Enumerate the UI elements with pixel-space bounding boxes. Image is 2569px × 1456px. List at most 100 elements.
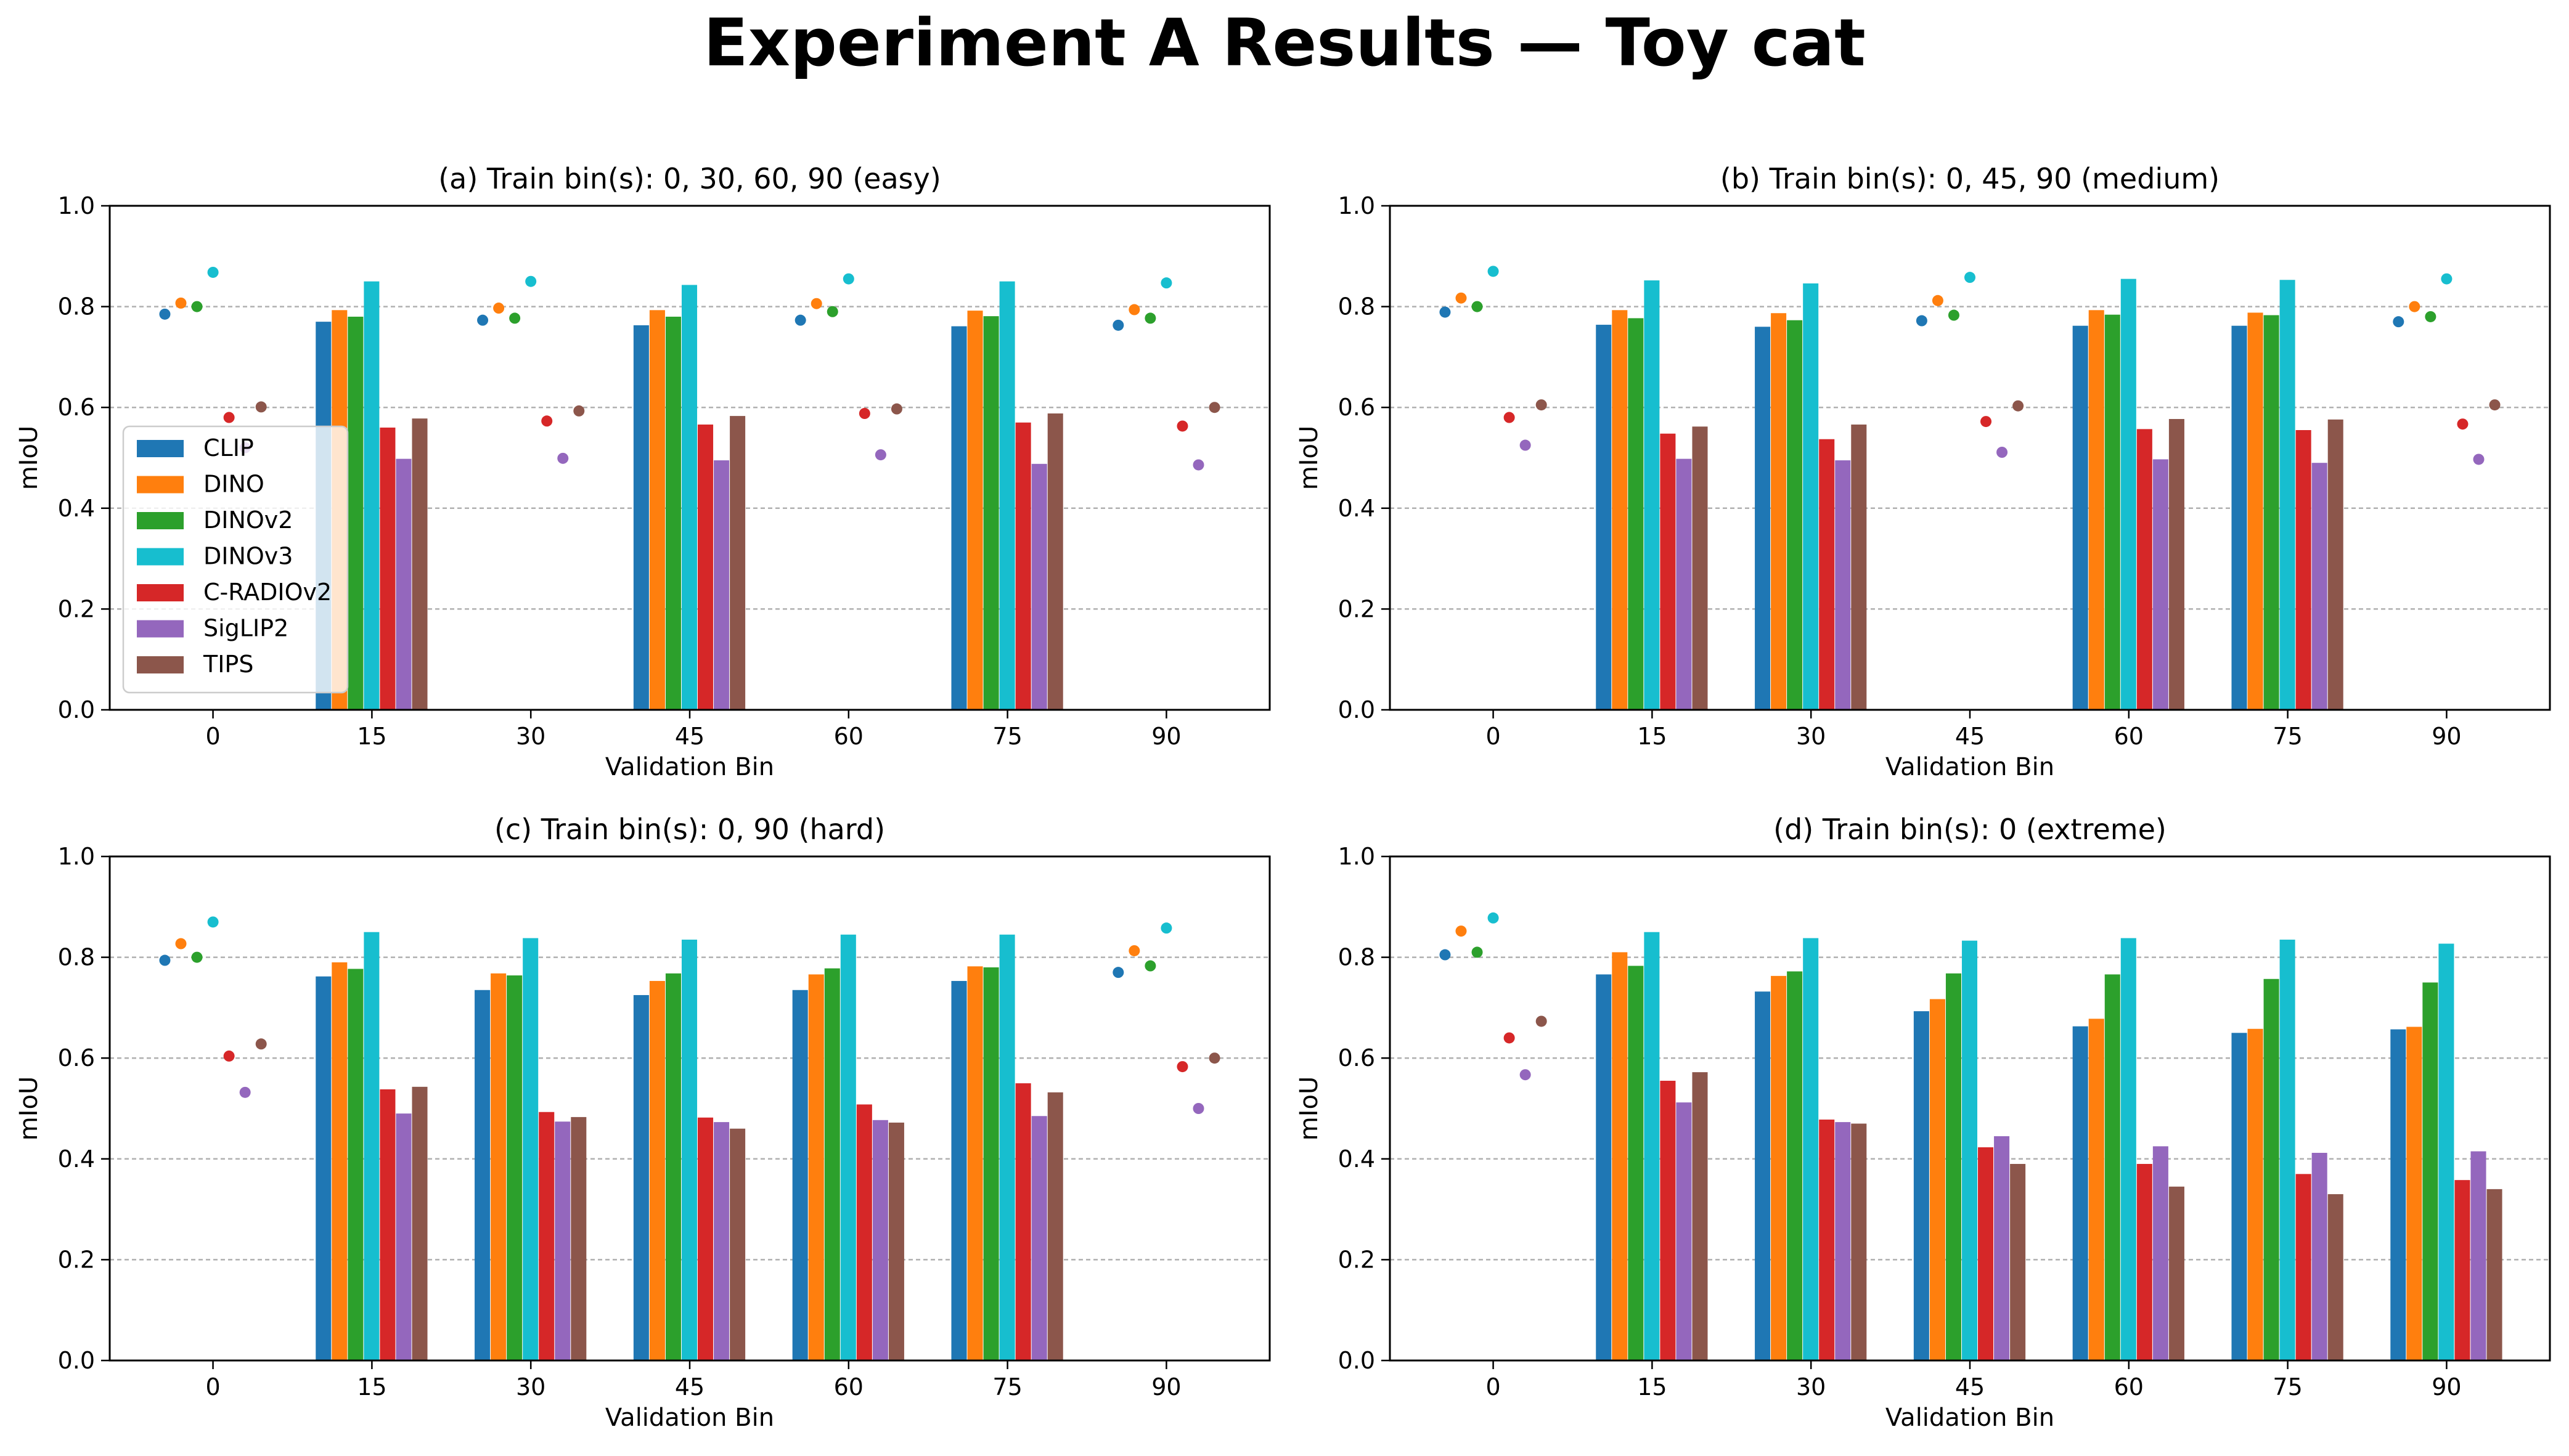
- bar-siglip2: [714, 1122, 730, 1360]
- bar-dinov2: [1787, 971, 1803, 1360]
- bar-clip: [633, 994, 649, 1360]
- bar-tips: [2327, 419, 2343, 710]
- y-axis-label: mIoU: [15, 426, 43, 490]
- train-point-siglip2: [1193, 459, 1204, 471]
- x-tick-label: 75: [2273, 1373, 2302, 1401]
- y-axis-label: mIoU: [1295, 1076, 1323, 1141]
- y-tick-label: 1.0: [58, 192, 95, 219]
- bar-dinov2: [507, 975, 523, 1360]
- y-tick-label: 0.2: [1338, 595, 1375, 622]
- axes-frame: [108, 855, 1271, 1362]
- y-tick-label: 0.8: [58, 944, 95, 971]
- y-tick-label: 0.2: [1338, 1246, 1375, 1273]
- bar-tips: [1047, 1092, 1063, 1360]
- legend-swatch-c-radiov2: [137, 584, 184, 601]
- bar-clip: [1596, 974, 1612, 1360]
- train-point-dino: [1129, 304, 1140, 315]
- bar-dinov3: [2279, 939, 2295, 1360]
- x-tick-label: 0: [205, 1373, 220, 1401]
- x-tick-label: 60: [2114, 723, 2144, 750]
- train-point-siglip2: [1519, 1069, 1531, 1081]
- train-point-tips: [573, 405, 585, 417]
- x-tick-label: 30: [1796, 723, 1826, 750]
- bar-tips: [2168, 419, 2184, 710]
- bar-dino: [1929, 999, 1945, 1360]
- y-tick-label: 0.0: [1338, 1347, 1375, 1374]
- x-tick-label: 60: [834, 1373, 864, 1401]
- train-point-dinov3: [525, 275, 537, 287]
- bar-c-radiov2: [380, 1089, 396, 1360]
- train-point-c-radiov2: [541, 415, 553, 427]
- x-tick-label: 45: [1955, 723, 1985, 750]
- x-axis-label: Validation Bin: [1885, 753, 2054, 781]
- bar-clip: [1596, 325, 1612, 710]
- bar-dinov2: [1945, 973, 1961, 1360]
- x-tick-label: 45: [1955, 1373, 1985, 1401]
- train-point-dinov3: [1487, 912, 1499, 924]
- train-point-dinov2: [1471, 301, 1483, 312]
- bar-tips: [412, 1086, 428, 1360]
- bar-dinov3: [2279, 280, 2295, 710]
- axes-frame: [1389, 205, 2551, 711]
- x-tick-label: 30: [1796, 1373, 1826, 1401]
- bar-c-radiov2: [698, 1117, 714, 1360]
- y-tick-label: 0.2: [58, 1246, 95, 1273]
- bar-c-radiov2: [1660, 1081, 1676, 1360]
- bar-siglip2: [1676, 458, 1692, 710]
- train-point-dino: [493, 303, 505, 314]
- bar-clip: [1755, 327, 1771, 710]
- legend-label: TIPS: [203, 651, 253, 678]
- bar-c-radiov2: [1819, 439, 1835, 710]
- bar-dinov2: [1628, 318, 1644, 710]
- train-point-dinov3: [1964, 272, 1975, 283]
- train-point-dinov2: [509, 312, 521, 324]
- train-point-c-radiov2: [1980, 416, 1992, 428]
- train-point-tips: [255, 401, 267, 413]
- bar-clip: [475, 990, 491, 1360]
- bar-dinov3: [523, 938, 539, 1360]
- train-point-dino: [1129, 945, 1140, 956]
- x-tick-label: 0: [1485, 1373, 1500, 1401]
- x-axis-label: Validation Bin: [1885, 1404, 2054, 1432]
- subplot-a: 0.0 0.2 0.4 0.6 0.8 1.0 0 15 30 45 60 75 90 (a) Train…: [15, 162, 1271, 781]
- train-point-clip: [1113, 319, 1124, 331]
- bar-c-radiov2: [380, 427, 396, 710]
- bar-dinov2: [983, 316, 999, 710]
- bar-dinov3: [364, 281, 380, 710]
- bar-c-radiov2: [1660, 433, 1676, 710]
- bar-siglip2: [2152, 1146, 2168, 1360]
- x-tick-label: 60: [2114, 1373, 2144, 1401]
- train-point-dinov2: [1145, 960, 1156, 972]
- legend-swatch-dinov2: [137, 512, 184, 529]
- bar-dinov3: [681, 285, 698, 710]
- y-tick-label: 1.0: [58, 843, 95, 870]
- legend-swatch-tips: [137, 656, 184, 673]
- bar-clip: [2072, 1026, 2088, 1360]
- bar-tips: [730, 1128, 746, 1360]
- bar-siglip2: [2152, 459, 2168, 710]
- train-point-clip: [477, 314, 489, 326]
- bar-dinov3: [1644, 932, 1660, 1360]
- bar-dinov2: [2263, 978, 2279, 1360]
- bar-c-radiov2: [856, 1104, 872, 1360]
- train-point-dino: [1455, 925, 1467, 937]
- train-point-dino: [1932, 295, 1943, 306]
- y-tick-label: 1.0: [1338, 192, 1375, 219]
- subplot-title: (d) Train bin(s): 0 (extreme): [1773, 813, 2167, 846]
- subplot-b: 0.0 0.2 0.4 0.6 0.8 1.0 0 15 30 45 60 75 90 (b) Train…: [1295, 162, 2551, 781]
- bar-clip: [792, 990, 808, 1360]
- legend-swatch-dinov3: [137, 548, 184, 566]
- x-tick-label: 15: [357, 1373, 386, 1401]
- bar-tips: [1692, 426, 1708, 710]
- train-point-c-radiov2: [223, 1050, 235, 1062]
- train-point-dinov3: [2441, 273, 2453, 285]
- legend-label: C-RADIOv2: [203, 579, 332, 606]
- bar-dinov2: [2422, 982, 2438, 1360]
- y-tick-label: 0.6: [1338, 1044, 1375, 1072]
- bar-c-radiov2: [1819, 1119, 1835, 1360]
- bar-clip: [1755, 991, 1771, 1360]
- bar-c-radiov2: [2295, 430, 2311, 710]
- x-tick-label: 75: [992, 1373, 1022, 1401]
- bar-dino: [1612, 952, 1628, 1360]
- bar-dinov2: [348, 969, 364, 1360]
